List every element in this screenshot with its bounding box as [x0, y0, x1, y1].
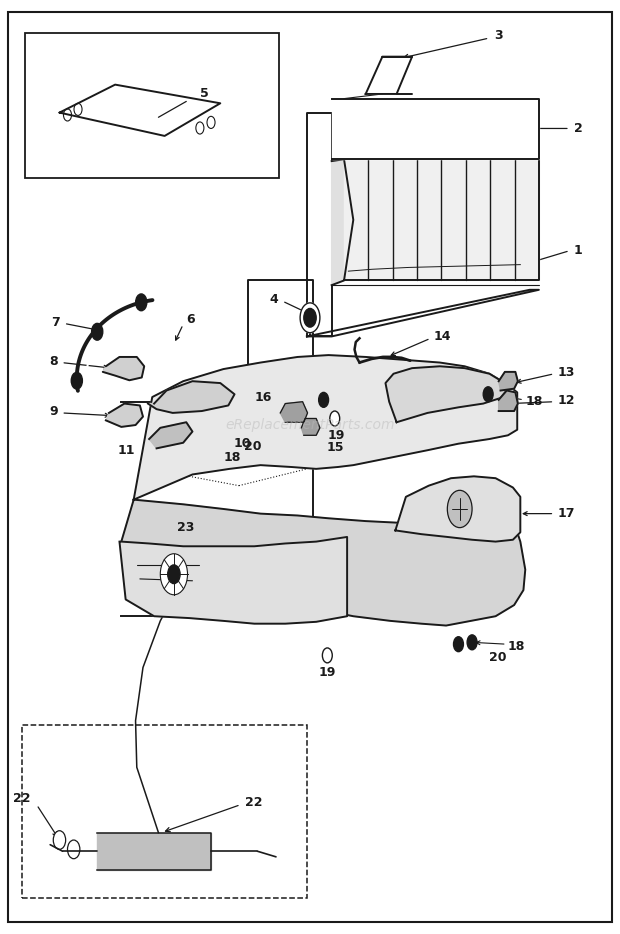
Polygon shape [122, 280, 313, 616]
Text: 20: 20 [244, 440, 262, 453]
Polygon shape [103, 357, 144, 380]
Polygon shape [344, 159, 539, 280]
Circle shape [168, 565, 180, 584]
Circle shape [68, 840, 80, 858]
Polygon shape [332, 159, 353, 285]
Text: 18: 18 [525, 395, 542, 408]
Polygon shape [280, 402, 308, 422]
Text: 8: 8 [49, 355, 58, 368]
Text: 11: 11 [118, 444, 136, 457]
Polygon shape [120, 537, 347, 624]
Polygon shape [60, 85, 220, 136]
Polygon shape [134, 355, 517, 500]
Circle shape [448, 490, 472, 528]
Text: 17: 17 [557, 507, 575, 520]
Text: 18: 18 [508, 640, 525, 653]
Text: 5: 5 [200, 88, 209, 101]
Circle shape [305, 310, 315, 325]
Text: 20: 20 [489, 651, 507, 664]
Polygon shape [97, 832, 211, 870]
Polygon shape [106, 403, 143, 427]
Text: eReplacementParts.com: eReplacementParts.com [225, 418, 395, 432]
Circle shape [53, 830, 66, 849]
Circle shape [92, 323, 103, 340]
Polygon shape [122, 500, 525, 626]
Text: 12: 12 [557, 394, 575, 407]
Circle shape [300, 303, 320, 333]
Circle shape [322, 648, 332, 663]
Circle shape [467, 635, 477, 650]
Circle shape [483, 387, 493, 402]
Text: 4: 4 [269, 292, 278, 305]
Circle shape [304, 308, 316, 327]
Circle shape [330, 411, 340, 426]
Polygon shape [332, 99, 539, 159]
Text: 2: 2 [574, 122, 582, 134]
Polygon shape [386, 366, 507, 422]
Text: 15: 15 [327, 441, 344, 454]
Text: 13: 13 [557, 366, 575, 379]
Polygon shape [148, 381, 234, 413]
Text: 9: 9 [49, 405, 58, 418]
Text: 1: 1 [574, 244, 582, 257]
Text: 19: 19 [328, 429, 345, 442]
Polygon shape [498, 372, 518, 390]
Polygon shape [396, 476, 520, 542]
Circle shape [161, 554, 187, 595]
Polygon shape [301, 418, 320, 435]
Polygon shape [498, 390, 518, 411]
Text: 16: 16 [254, 390, 272, 403]
Text: 6: 6 [186, 313, 195, 326]
Text: 22: 22 [245, 797, 262, 809]
Text: 3: 3 [494, 29, 502, 42]
Polygon shape [307, 113, 332, 336]
Circle shape [136, 294, 147, 311]
Bar [25, 34, 279, 177]
Text: 23: 23 [177, 521, 195, 534]
Circle shape [319, 392, 329, 407]
Text: 19: 19 [319, 666, 336, 679]
Circle shape [71, 373, 82, 389]
Polygon shape [307, 290, 539, 336]
Text: 18: 18 [223, 451, 241, 464]
Text: 14: 14 [434, 330, 451, 343]
Polygon shape [366, 57, 412, 94]
Text: 22: 22 [13, 792, 30, 804]
Circle shape [453, 637, 463, 652]
Text: 7: 7 [51, 316, 60, 329]
Text: 10: 10 [233, 437, 251, 450]
Bar [22, 726, 307, 898]
Polygon shape [149, 422, 192, 448]
